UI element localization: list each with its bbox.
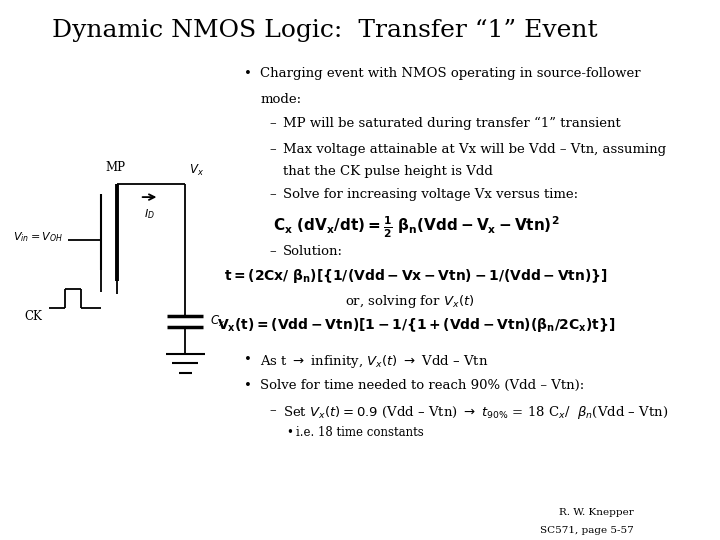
Text: Solution:: Solution: [283, 245, 343, 258]
Text: Charging event with NMOS operating in source-follower: Charging event with NMOS operating in so… [260, 68, 641, 80]
Text: $V_x$: $V_x$ [189, 163, 204, 178]
Text: •: • [244, 353, 252, 366]
Text: Max voltage attainable at Vx will be Vdd – Vtn, assuming: Max voltage attainable at Vx will be Vdd… [283, 143, 666, 156]
Text: •: • [244, 68, 252, 80]
Text: or, solving for $V_x(t)$: or, solving for $V_x(t)$ [345, 293, 474, 310]
Text: R. W. Knepper: R. W. Knepper [559, 508, 634, 517]
Text: $\mathbf{V_x(t) = (Vdd - Vtn)[1 - 1/\{1 + (Vdd - Vtn)(\beta_n/2C_x)t\}]}$: $\mathbf{V_x(t) = (Vdd - Vtn)[1 - 1/\{1 … [217, 316, 615, 334]
Text: Dynamic NMOS Logic:  Transfer “1” Event: Dynamic NMOS Logic: Transfer “1” Event [53, 19, 598, 42]
Text: $V_{in} = V_{OH}$: $V_{in} = V_{OH}$ [13, 231, 63, 245]
Text: As t $\rightarrow$ infinity, $V_x(t)$ $\rightarrow$ Vdd – Vtn: As t $\rightarrow$ infinity, $V_x(t)$ $\… [260, 353, 488, 369]
Text: –: – [270, 245, 276, 258]
Text: •: • [244, 379, 252, 392]
Text: –: – [270, 188, 276, 201]
Text: –: – [270, 143, 276, 156]
Text: $C_x$: $C_x$ [210, 314, 225, 329]
Text: –: – [270, 117, 276, 130]
Text: Solve for increasing voltage Vx versus time:: Solve for increasing voltage Vx versus t… [283, 188, 578, 201]
Text: $I_D$: $I_D$ [144, 207, 155, 221]
Text: SC571, page 5-57: SC571, page 5-57 [540, 525, 634, 535]
Text: Solve for time needed to reach 90% (Vdd – Vtn):: Solve for time needed to reach 90% (Vdd … [260, 379, 584, 392]
Text: $\mathbf{C_x\ (dV_x/dt) = \frac{1}{2}\ \beta_n(Vdd - V_x - Vtn)^2}$: $\mathbf{C_x\ (dV_x/dt) = \frac{1}{2}\ \… [273, 214, 559, 240]
Text: CK: CK [24, 310, 42, 323]
Text: that the CK pulse height is Vdd: that the CK pulse height is Vdd [283, 165, 492, 178]
Text: MP: MP [106, 161, 126, 174]
Text: •: • [286, 427, 293, 440]
Text: $\mathbf{t = (2Cx/\ \beta_n)[\{1/(Vdd - Vx - Vtn) - 1/(Vdd - Vtn)\}]}$: $\mathbf{t = (2Cx/\ \beta_n)[\{1/(Vdd - … [224, 267, 608, 285]
Text: mode:: mode: [260, 93, 301, 106]
Text: i.e. 18 time constants: i.e. 18 time constants [296, 427, 423, 440]
Text: MP will be saturated during transfer “1” transient: MP will be saturated during transfer “1”… [283, 117, 621, 130]
Text: –: – [270, 404, 276, 417]
Text: Set $V_x(t) = 0.9$ (Vdd – Vtn) $\rightarrow$ $t_{90\%}$ = 18 C$_x$/  $\beta_n$(V: Set $V_x(t) = 0.9$ (Vdd – Vtn) $\rightar… [283, 404, 668, 421]
